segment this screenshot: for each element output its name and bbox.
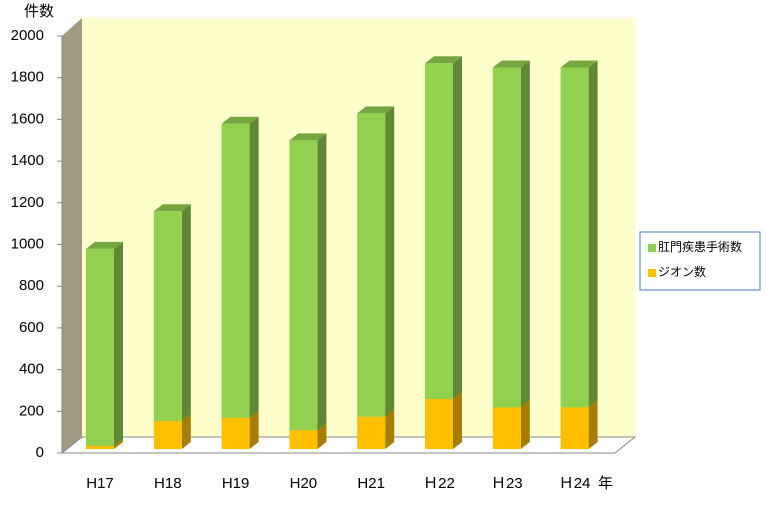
x-tick-label: Ｈ22 xyxy=(423,475,455,492)
y-tick-label: 0 xyxy=(36,444,44,461)
y-tick-label: 200 xyxy=(19,402,44,419)
legend-swatch xyxy=(648,244,656,252)
y-tick-label: 1600 xyxy=(11,110,44,127)
x-tick-label: H17 xyxy=(86,475,114,492)
bar-side xyxy=(453,391,462,449)
y-axis-label: 件数 xyxy=(24,3,54,20)
bar xyxy=(425,398,453,449)
bar xyxy=(357,113,386,417)
y-tick-label: 1800 xyxy=(11,69,44,86)
x-tick-label: H20 xyxy=(290,475,318,492)
y-tick-label: 400 xyxy=(19,361,44,378)
bar-side xyxy=(588,60,598,408)
bar-side xyxy=(520,400,530,449)
side-wall xyxy=(62,18,82,453)
bar xyxy=(289,140,318,431)
x-tick-label: Ｈ24 xyxy=(559,475,591,492)
bar-top xyxy=(560,60,598,68)
bar xyxy=(492,407,521,449)
bar xyxy=(221,123,250,418)
bar xyxy=(560,407,589,449)
bar xyxy=(357,416,386,449)
y-tick-label: 2000 xyxy=(11,27,44,44)
y-tick-label: 800 xyxy=(19,277,44,294)
bar-top xyxy=(221,116,259,124)
bar xyxy=(86,248,114,446)
bar-side xyxy=(181,413,191,449)
bar-side xyxy=(114,241,123,446)
bar xyxy=(492,67,521,408)
bar xyxy=(221,417,250,449)
bar-side xyxy=(317,133,327,431)
bar-side xyxy=(385,106,395,417)
bar-side xyxy=(520,60,530,408)
x-axis-label: 年 xyxy=(598,475,613,492)
bar-top xyxy=(492,60,530,68)
legend-swatch xyxy=(648,269,656,277)
y-tick-label: 600 xyxy=(19,319,44,336)
legend-label: 肛門疾患手術数 xyxy=(658,239,742,254)
bar-side xyxy=(249,410,259,449)
bar-side xyxy=(249,116,259,418)
bar-top xyxy=(357,106,395,114)
bar-side xyxy=(114,438,123,449)
y-tick-label: 1400 xyxy=(11,152,44,169)
bar xyxy=(560,67,589,408)
bar xyxy=(153,420,182,449)
bar xyxy=(153,211,182,421)
legend xyxy=(639,231,761,291)
y-tick-label: 1000 xyxy=(11,235,44,252)
legend-label: ジオン数 xyxy=(658,264,706,279)
bar-top xyxy=(153,204,191,212)
x-tick-label: H21 xyxy=(357,475,385,492)
bar xyxy=(425,63,453,399)
floor xyxy=(60,436,637,454)
bar-side xyxy=(453,56,462,399)
bar-top xyxy=(289,133,327,141)
bar-side xyxy=(181,204,191,421)
bar xyxy=(86,445,114,449)
y-tick-label: 1200 xyxy=(11,194,44,211)
bar-side xyxy=(385,409,395,449)
bar-top xyxy=(425,56,462,64)
x-tick-label: H18 xyxy=(154,475,182,492)
bar-top xyxy=(86,241,123,249)
bar-side xyxy=(317,423,327,449)
bar-side xyxy=(588,400,598,449)
bar xyxy=(289,430,318,449)
x-tick-label: Ｈ23 xyxy=(491,475,523,492)
x-tick-label: H19 xyxy=(222,475,250,492)
